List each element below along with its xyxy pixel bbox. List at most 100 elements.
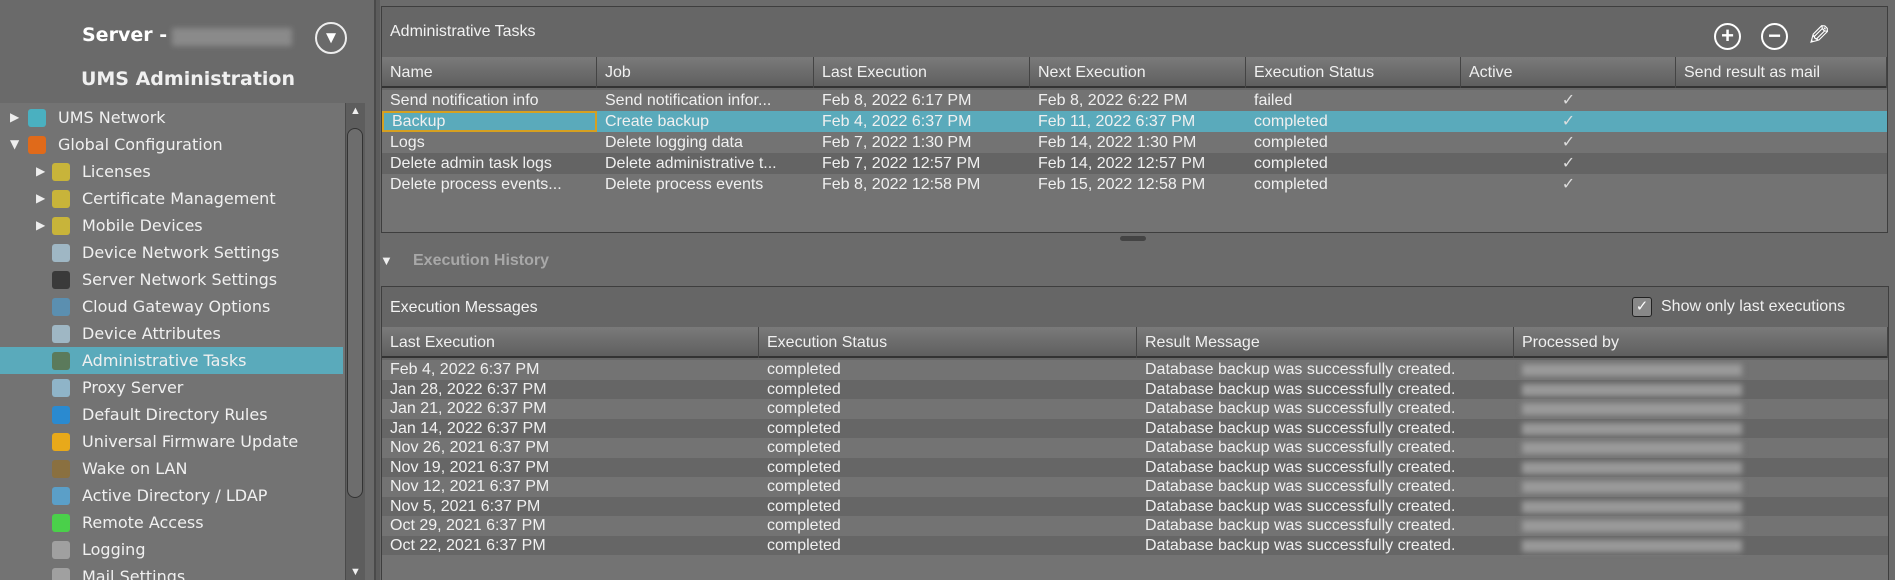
processed-by-redacted xyxy=(1522,539,1742,552)
column-header[interactable]: Result Message xyxy=(1137,327,1514,358)
history-row[interactable]: Nov 26, 2021 6:37 PM completed Database ba… xyxy=(382,438,1888,458)
tasks-panel: Administrative Tasks + − ✎ Name Job Last E… xyxy=(381,6,1888,233)
scroll-down-icon[interactable]: ▼ xyxy=(350,566,361,578)
task-row[interactable]: Send notification info Send notification … xyxy=(382,90,1887,111)
server-address-redacted xyxy=(172,28,292,46)
sidebar-title: UMS Administration xyxy=(80,68,296,90)
icg-icon xyxy=(52,298,70,316)
task-cell xyxy=(1676,132,1887,153)
sidebar-item-ums-network[interactable]: ▶ UMS Network xyxy=(0,104,343,131)
history-cell: Database backup was successfully created… xyxy=(1145,478,1456,495)
column-header[interactable]: Active xyxy=(1461,57,1676,88)
sidebar-item-licenses[interactable]: ▶ Licenses xyxy=(0,158,343,185)
history-cell: completed xyxy=(767,536,841,554)
history-cell: Jan 21, 2022 6:37 PM xyxy=(390,400,547,417)
column-header[interactable]: Last Execution xyxy=(814,57,1030,88)
column-header[interactable]: Next Execution xyxy=(1030,57,1246,88)
sidebar-item-device-attributes[interactable]: Device Attributes xyxy=(0,320,343,347)
history-row[interactable]: Nov 19, 2021 6:37 PM completed Database ba… xyxy=(382,457,1888,477)
sidebar-item-logging[interactable]: Logging xyxy=(0,536,343,563)
sidebar-item-label: Mobile Devices xyxy=(82,216,203,235)
tree-scrollbar-thumb[interactable] xyxy=(347,128,363,498)
active-check-icon: ✓ xyxy=(1561,113,1576,130)
firmware-icon xyxy=(52,433,70,451)
history-row[interactable]: Nov 12, 2021 6:37 PM completed Database ba… xyxy=(382,477,1888,497)
history-row[interactable]: Nov 5, 2021 6:37 PM completed Database bac… xyxy=(382,496,1888,516)
history-cell: Database backup was successfully created… xyxy=(1145,517,1456,534)
history-cell: Oct 22, 2021 6:37 PM xyxy=(390,536,546,554)
collapsed-arrow-icon[interactable]: ▶ xyxy=(36,191,46,205)
task-cell xyxy=(1676,174,1887,195)
column-header[interactable]: Execution Status xyxy=(1246,57,1461,88)
task-cell: Feb 4, 2022 6:37 PM xyxy=(822,113,972,130)
column-header[interactable]: Name xyxy=(382,57,597,88)
task-row[interactable]: Logs Delete logging data Feb 7, 2022 1:30 … xyxy=(382,132,1887,153)
server-menu-dropdown-icon[interactable]: ▼ xyxy=(315,22,347,54)
scroll-up-icon[interactable]: ▲ xyxy=(350,105,361,117)
monitor-icon xyxy=(52,325,70,343)
sidebar-item-label: Default Directory Rules xyxy=(82,405,268,424)
sidebar-item-cloud-gateway-options[interactable]: Cloud Gateway Options xyxy=(0,293,343,320)
sidebar-item-certificate-management[interactable]: ▶ Certificate Management xyxy=(0,185,343,212)
task-cell xyxy=(1676,153,1887,174)
sidebar-item-universal-firmware-update[interactable]: Universal Firmware Update xyxy=(0,428,343,455)
sidebar-item-mail-settings[interactable]: Mail Settings xyxy=(0,563,343,580)
alarm-clock-icon xyxy=(52,460,70,478)
sidebar-item-device-network-settings[interactable]: Device Network Settings xyxy=(0,239,343,266)
split-handle[interactable] xyxy=(1120,236,1146,241)
column-header[interactable]: Processed by xyxy=(1514,327,1888,358)
sidebar-item-default-directory-rules[interactable]: Default Directory Rules xyxy=(0,401,343,428)
sidebar-item-label: Device Network Settings xyxy=(82,243,280,262)
sidebar-item-administrative-tasks[interactable]: Administrative Tasks xyxy=(0,347,343,374)
task-row[interactable]: Backup Create backup Feb 4, 2022 6:37 PM Fe… xyxy=(382,111,1887,132)
execution-history-section[interactable]: ▼ Execution History xyxy=(380,250,1890,276)
task-row[interactable]: Delete process events... Delete process e… xyxy=(382,174,1887,195)
show-only-last-checkbox[interactable]: ✓ xyxy=(1632,297,1652,317)
column-header[interactable]: Execution Status xyxy=(759,327,1137,358)
sidebar-item-proxy-server[interactable]: Proxy Server xyxy=(0,374,343,401)
task-cell: Delete process events... xyxy=(390,176,562,193)
column-header[interactable]: Job xyxy=(597,57,814,88)
history-cell: Database backup was successfully created… xyxy=(1145,458,1456,476)
history-cell: completed xyxy=(767,458,841,476)
sidebar-item-wake-on-lan[interactable]: Wake on LAN xyxy=(0,455,343,482)
sidebar-item-active-directory-ldap[interactable]: Active Directory / LDAP xyxy=(0,482,343,509)
history-row[interactable]: Feb 4, 2022 6:37 PM completed Database bac… xyxy=(382,360,1888,380)
collapsed-arrow-icon[interactable]: ▶ xyxy=(10,110,20,124)
column-header[interactable]: Last Execution xyxy=(382,327,759,358)
history-row[interactable]: Jan 28, 2022 6:37 PM completed Database ba… xyxy=(382,379,1888,399)
sidebar-item-remote-access[interactable]: Remote Access xyxy=(0,509,343,536)
expanded-arrow-icon[interactable]: ▼ xyxy=(10,137,20,151)
sidebar: Server - ▼ UMS Administration ▶ UMS Netwo… xyxy=(0,0,376,580)
task-cell xyxy=(1676,90,1887,111)
collapsed-arrow-icon[interactable]: ▶ xyxy=(36,218,46,232)
folder-icon xyxy=(52,163,70,181)
folder-icon xyxy=(52,217,70,235)
task-cell: Send notification info xyxy=(390,92,539,109)
history-cell: Feb 4, 2022 6:37 PM xyxy=(390,361,540,378)
column-header[interactable]: Send result as mail xyxy=(1676,57,1887,88)
sidebar-item-label: Active Directory / LDAP xyxy=(82,486,268,505)
remove-task-button[interactable]: − xyxy=(1761,23,1788,50)
sidebar-item-label: UMS Network xyxy=(58,108,166,127)
sidebar-item-global-configuration[interactable]: ▼ Global Configuration xyxy=(0,131,343,158)
mail-icon xyxy=(52,568,70,580)
history-cell: Jan 14, 2022 6:37 PM xyxy=(390,419,547,437)
processed-by-redacted xyxy=(1522,520,1742,532)
sidebar-item-server-network-settings[interactable]: Server Network Settings xyxy=(0,266,343,293)
sidebar-item-label: Mail Settings xyxy=(82,567,186,580)
collapsed-arrow-icon[interactable]: ▶ xyxy=(36,164,46,178)
task-row[interactable]: Delete admin task logs Delete administrat… xyxy=(382,153,1887,174)
execution-messages-panel: Execution Messages ✓ Show only last exec… xyxy=(381,286,1889,580)
add-task-button[interactable]: + xyxy=(1714,23,1741,50)
edit-task-button[interactable]: ✎ xyxy=(1807,20,1831,51)
tasks-table-body: Send notification info Send notification … xyxy=(382,90,1887,232)
server-network-icon xyxy=(52,271,70,289)
history-row[interactable]: Jan 14, 2022 6:37 PM completed Database ba… xyxy=(382,418,1888,438)
collapse-arrow-icon[interactable]: ▼ xyxy=(380,253,393,268)
sidebar-item-mobile-devices[interactable]: ▶ Mobile Devices xyxy=(0,212,343,239)
history-row[interactable]: Jan 21, 2022 6:37 PM completed Database ba… xyxy=(382,399,1888,419)
history-cell: Nov 5, 2021 6:37 PM xyxy=(390,497,541,515)
history-row[interactable]: Oct 22, 2021 6:37 PM completed Database ba… xyxy=(382,535,1888,555)
history-row[interactable]: Oct 29, 2021 6:37 PM completed Database ba… xyxy=(382,516,1888,536)
